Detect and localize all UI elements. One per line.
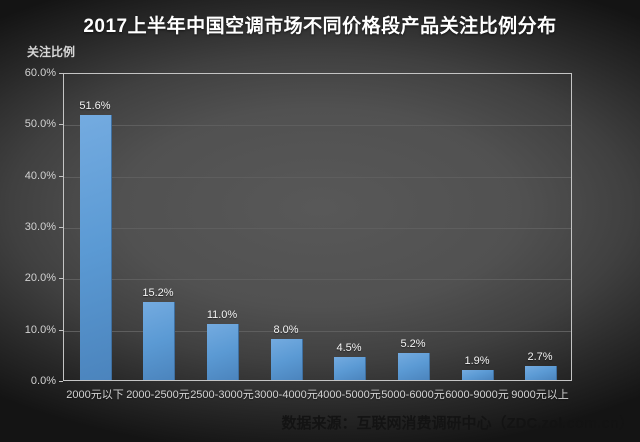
- y-tick-label: 50.0%: [24, 118, 56, 131]
- x-tick-label: 3000-4000元: [254, 389, 318, 401]
- x-tick-label: 5000-6000元: [381, 389, 445, 401]
- y-axis-title: 关注比例: [27, 45, 76, 59]
- x-tick-label: 9000元以上: [511, 389, 569, 401]
- x-tick-label: 2000-2500元: [126, 389, 190, 401]
- bar: [207, 324, 239, 380]
- y-tick-label: 40.0%: [24, 169, 56, 182]
- x-tick-label: 4000-5000元: [317, 389, 381, 401]
- gridline: [64, 279, 571, 281]
- y-tick-mark: [59, 124, 63, 126]
- bar: [462, 370, 494, 380]
- bar: [398, 353, 430, 380]
- bar-value-label: 11.0%: [206, 309, 238, 321]
- x-tick-label: 6000-9000元: [445, 389, 509, 401]
- source-credit: 数据来源：互联网消费调研中心（ZDC.zol.com.cn）: [281, 415, 634, 432]
- gridline: [64, 176, 571, 178]
- y-tick-mark: [59, 73, 63, 74]
- y-tick-label: 10.0%: [24, 323, 56, 336]
- y-tick-mark: [59, 175, 63, 177]
- bar-value-label: 15.2%: [142, 287, 174, 299]
- gridline: [64, 125, 571, 127]
- bar-value-label: 51.6%: [79, 100, 111, 112]
- bar-value-label: 1.9%: [464, 355, 490, 367]
- gridline: [64, 228, 571, 229]
- y-tick-label: 20.0%: [24, 272, 56, 285]
- x-tick-label: 2500-3000元: [190, 389, 254, 401]
- gridline: [64, 330, 571, 332]
- bar-value-label: 2.7%: [527, 351, 553, 363]
- bar-value-label: 4.5%: [336, 342, 362, 354]
- y-tick-mark: [59, 329, 63, 331]
- y-tick-mark: [59, 227, 63, 228]
- y-tick-mark: [59, 381, 63, 382]
- bar: [334, 357, 366, 380]
- x-tick-label: 2000元以下: [66, 389, 124, 401]
- y-tick-label: 0.0%: [30, 375, 56, 387]
- bar: [525, 366, 557, 380]
- y-tick-mark: [59, 278, 63, 280]
- bar-value-label: 8.0%: [273, 324, 299, 336]
- y-tick-label: 30.0%: [24, 221, 56, 233]
- bar-value-label: 5.2%: [400, 338, 426, 350]
- chart-title: 2017上半年中国空调市场不同价格段产品关注比例分布: [83, 16, 557, 37]
- plot-area: [63, 73, 572, 381]
- bar: [80, 115, 112, 380]
- bar: [271, 339, 303, 380]
- bar: [143, 302, 175, 380]
- y-tick-label: 60.0%: [24, 67, 56, 79]
